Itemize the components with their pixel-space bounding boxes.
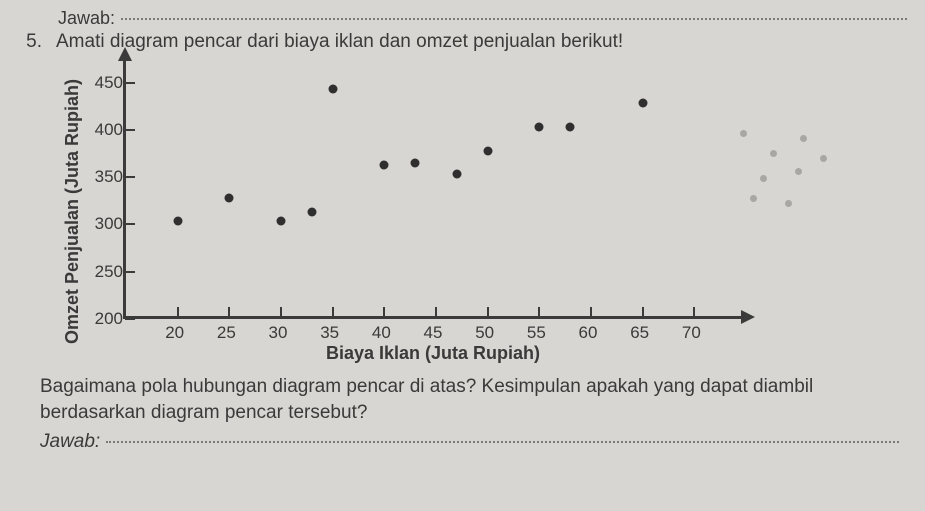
scatter-point bbox=[380, 160, 389, 169]
scatter-point bbox=[483, 146, 492, 155]
x-tick-mark bbox=[332, 307, 334, 317]
x-tick-mark bbox=[693, 307, 695, 317]
scatter-plot bbox=[123, 59, 743, 319]
question-number: 5. bbox=[18, 31, 42, 53]
x-tick-label: 40 bbox=[372, 323, 391, 343]
x-tick-label: 60 bbox=[579, 323, 598, 343]
x-tick-mark bbox=[228, 307, 230, 317]
dotted-rule bbox=[121, 18, 907, 20]
top-answer-label: Jawab: bbox=[58, 8, 115, 29]
y-tick-label: 350 bbox=[95, 167, 123, 187]
x-tick-label: 45 bbox=[424, 323, 443, 343]
y-axis-label: Omzet Penjualan (Juta Rupiah) bbox=[58, 59, 83, 364]
dotted-rule bbox=[106, 441, 899, 443]
page: Jawab: 5. Amati diagram pencar dari biay… bbox=[0, 0, 925, 511]
chart-column: 200 250 300 350 400 450 20 25 30 35 40 45 50 55 60 65 7… bbox=[83, 59, 743, 364]
x-tick-label: 55 bbox=[527, 323, 546, 343]
y-tick-labels: 200250300350400450 bbox=[83, 59, 123, 319]
x-tick-mark bbox=[642, 307, 644, 317]
print-noise bbox=[800, 135, 807, 142]
scatter-point bbox=[173, 217, 182, 226]
chart-area: Omzet Penjualan (Juta Rupiah) 200 250 300 3… bbox=[58, 59, 907, 364]
y-tick-label: 300 bbox=[95, 214, 123, 234]
y-tick-mark bbox=[125, 176, 135, 178]
print-noise bbox=[750, 195, 757, 202]
scatter-point bbox=[566, 122, 575, 131]
scatter-point bbox=[328, 85, 337, 94]
x-tick-labels: 20 25 30 35 40 45 50 55 60 65 70 bbox=[123, 319, 743, 341]
print-noise bbox=[770, 150, 777, 157]
x-tick-label: 30 bbox=[269, 323, 288, 343]
x-tick-mark bbox=[383, 307, 385, 317]
scatter-point bbox=[411, 158, 420, 167]
question-text: Amati diagram pencar dari biaya iklan da… bbox=[56, 31, 623, 53]
scatter-point bbox=[277, 217, 286, 226]
x-axis-arrow-icon bbox=[741, 310, 755, 324]
x-tick-mark bbox=[280, 307, 282, 317]
plot-row: 200250300350400450 bbox=[83, 59, 743, 319]
y-tick-label: 400 bbox=[95, 120, 123, 140]
x-tick-label: 50 bbox=[475, 323, 494, 343]
y-tick-label: 200 bbox=[95, 309, 123, 329]
scatter-point bbox=[225, 193, 234, 202]
print-noise bbox=[820, 155, 827, 162]
y-tick-label: 450 bbox=[95, 73, 123, 93]
x-tick-label: 20 bbox=[165, 323, 184, 343]
y-axis-arrow-icon bbox=[118, 47, 132, 61]
print-noise bbox=[740, 130, 747, 137]
x-tick-label: 70 bbox=[682, 323, 701, 343]
x-tick-mark bbox=[177, 307, 179, 317]
scatter-point bbox=[308, 208, 317, 217]
scatter-point bbox=[452, 170, 461, 179]
bottom-answer-row: Jawab: bbox=[40, 431, 899, 453]
x-tick-mark bbox=[590, 307, 592, 317]
print-noise bbox=[785, 200, 792, 207]
x-tick-label: 25 bbox=[217, 323, 236, 343]
top-answer-row: Jawab: bbox=[18, 8, 907, 29]
y-tick-mark bbox=[125, 223, 135, 225]
x-tick-label: 65 bbox=[630, 323, 649, 343]
x-axis-label: Biaya Iklan (Juta Rupiah) bbox=[123, 343, 743, 364]
y-tick-mark bbox=[125, 271, 135, 273]
body-question: Bagaimana pola hubungan diagram pencar d… bbox=[40, 374, 899, 425]
y-tick-mark bbox=[125, 82, 135, 84]
y-tick-mark bbox=[125, 129, 135, 131]
bottom-answer-label: Jawab: bbox=[40, 431, 100, 453]
x-tick-mark bbox=[487, 307, 489, 317]
y-tick-label: 250 bbox=[95, 262, 123, 282]
print-noise bbox=[760, 175, 767, 182]
scatter-point bbox=[535, 122, 544, 131]
x-tick-mark bbox=[538, 307, 540, 317]
x-tick-mark bbox=[435, 307, 437, 317]
question-row: 5. Amati diagram pencar dari biaya iklan… bbox=[18, 31, 907, 53]
print-noise bbox=[795, 168, 802, 175]
scatter-point bbox=[638, 99, 647, 108]
x-tick-label: 35 bbox=[320, 323, 339, 343]
